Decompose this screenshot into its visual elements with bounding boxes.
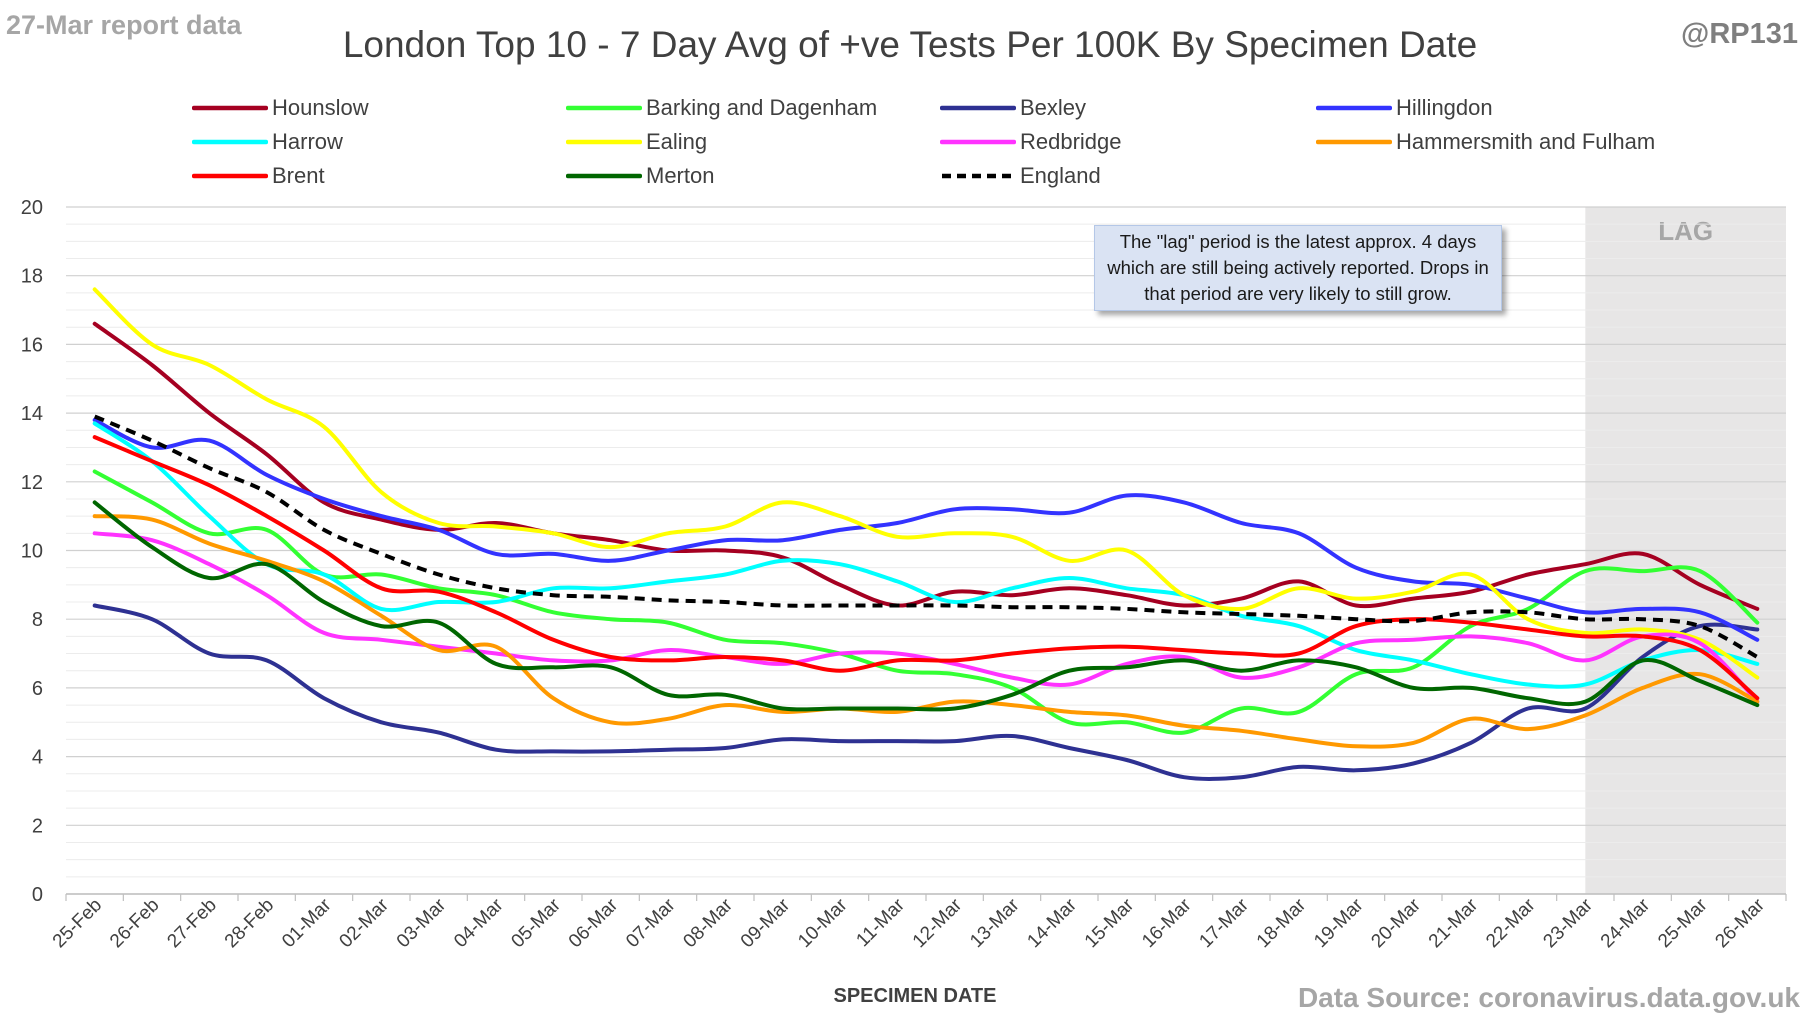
x-tick-label: 24-Mar xyxy=(1597,894,1655,952)
data-source-credit: Data Source: coronavirus.data.gov.uk xyxy=(1297,982,1800,1013)
x-tick-label: 13-Mar xyxy=(966,894,1024,952)
legend-label: Redbridge xyxy=(1020,129,1122,154)
y-tick-label: 6 xyxy=(32,678,43,700)
legend-swatch xyxy=(192,105,268,111)
chart-title: London Top 10 - 7 Day Avg of +ve Tests P… xyxy=(342,24,1478,65)
x-tick-label: 05-Mar xyxy=(507,894,565,952)
legend-swatch xyxy=(942,173,1014,179)
x-tick-label: 16-Mar xyxy=(1138,894,1196,952)
series-line-england xyxy=(93,414,1759,659)
x-tick-label: 17-Mar xyxy=(1195,894,1253,952)
series-line-merton xyxy=(92,500,1760,712)
legend-item-bexley: Bexley xyxy=(940,94,1086,122)
legend-swatch xyxy=(192,173,268,179)
y-tick-label: 0 xyxy=(32,884,43,906)
x-tick-label: 02-Mar xyxy=(335,894,393,952)
x-tick-label: 18-Mar xyxy=(1253,894,1311,952)
x-tick-label: 01-Mar xyxy=(278,894,336,952)
x-tick-label: 26-Feb xyxy=(106,895,163,952)
y-tick-label: 12 xyxy=(21,472,43,494)
x-tick-label: 09-Mar xyxy=(737,894,795,952)
x-tick-label: 07-Mar xyxy=(622,894,680,952)
x-tick-label: 06-Mar xyxy=(565,894,623,952)
x-axis-title: SPECIMEN DATE xyxy=(833,985,997,1007)
x-tick-label: 14-Mar xyxy=(1023,894,1081,952)
x-tick-label: 21-Mar xyxy=(1425,894,1483,952)
legend-swatch xyxy=(566,139,642,145)
legend-label: England xyxy=(1020,163,1101,188)
lag-annotation-note: The "lag" period is the latest approx. 4… xyxy=(1094,225,1502,311)
series-line-brent xyxy=(92,435,1760,701)
x-tick-label: 22-Mar xyxy=(1482,894,1540,952)
legend-item-brent: Brent xyxy=(192,162,325,190)
y-tick-label: 8 xyxy=(32,609,43,631)
x-tick-label: 23-Mar xyxy=(1539,894,1597,952)
legend-item-harrow: Harrow xyxy=(192,128,343,156)
y-tick-label: 14 xyxy=(21,403,43,425)
y-tick-label: 20 xyxy=(21,197,43,219)
report-date-label: 27-Mar report data xyxy=(6,10,242,40)
x-tick-label: 25-Mar xyxy=(1654,894,1712,952)
y-tick-label: 16 xyxy=(21,334,43,356)
legend-swatch xyxy=(192,139,268,145)
y-tick-label: 10 xyxy=(21,541,43,563)
x-tick-label: 10-Mar xyxy=(794,894,852,952)
legend-swatch xyxy=(1316,139,1392,145)
series-line-ealing xyxy=(92,287,1760,680)
legend-swatch xyxy=(940,139,1016,145)
x-tick-label: 25-Feb xyxy=(49,895,106,952)
x-tick-label: 04-Mar xyxy=(450,894,508,952)
legend-item-hounslow: Hounslow xyxy=(192,94,369,122)
legend-label: Hillingdon xyxy=(1396,95,1493,120)
legend-swatch xyxy=(1316,105,1392,111)
x-tick-label: 27-Feb xyxy=(163,895,220,952)
series-line-hounslow xyxy=(92,321,1760,611)
legend-item-hillingdon: Hillingdon xyxy=(1316,94,1493,122)
legend-label: Merton xyxy=(646,163,715,188)
legend-item-ealing: Ealing xyxy=(566,128,707,156)
legend-label: Ealing xyxy=(646,129,708,154)
legend-swatch xyxy=(566,173,642,179)
y-tick-label: 4 xyxy=(32,747,43,769)
x-tick-label: 26-Mar xyxy=(1711,894,1769,952)
legend-label: Brent xyxy=(272,163,325,188)
legend-label: Barking and Dagenham xyxy=(646,95,878,120)
x-tick-label: 12-Mar xyxy=(909,894,967,952)
x-tick-label: 08-Mar xyxy=(679,894,737,952)
series-line-harrow xyxy=(92,421,1760,689)
legend-label: Hammersmith and Fulham xyxy=(1396,129,1656,154)
series-line-hillingdon xyxy=(92,418,1760,642)
legend-item-england: England xyxy=(940,162,1101,190)
x-tick-label: 19-Mar xyxy=(1310,894,1368,952)
legend-item-redbridge: Redbridge xyxy=(940,128,1122,156)
chart-legend: Hounslow Barking and Dagenham Bexley Hillin… xyxy=(0,94,1820,204)
legend-item-barking-and-dagenham: Barking and Dagenham xyxy=(566,94,877,122)
x-tick-label: 20-Mar xyxy=(1367,894,1425,952)
legend-label: Harrow xyxy=(272,129,343,154)
legend-swatch xyxy=(566,105,642,111)
author-handle: @RP131 xyxy=(1681,18,1798,50)
y-tick-label: 18 xyxy=(21,266,43,288)
x-tick-label: 28-Feb xyxy=(221,895,278,952)
x-tick-label: 11-Mar xyxy=(852,894,909,951)
legend-item-merton: Merton xyxy=(566,162,714,190)
legend-swatch xyxy=(940,105,1016,111)
y-tick-label: 2 xyxy=(32,815,43,837)
x-tick-label: 03-Mar xyxy=(393,894,451,952)
legend-label: Bexley xyxy=(1020,95,1087,120)
x-tick-label: 15-Mar xyxy=(1081,894,1139,952)
legend-item-hammersmith-and-fulham: Hammersmith and Fulham xyxy=(1316,128,1655,156)
series-line-bexley xyxy=(92,603,1760,781)
legend-label: Hounslow xyxy=(272,95,369,120)
